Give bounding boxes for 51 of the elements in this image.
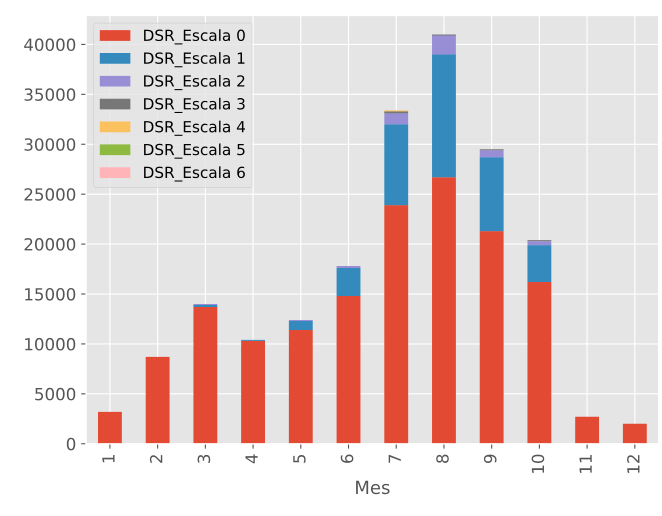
bar bbox=[288, 320, 313, 330]
bar bbox=[480, 157, 504, 232]
bar bbox=[527, 282, 552, 444]
bar bbox=[432, 177, 456, 444]
x-tick-label: 7 bbox=[388, 454, 401, 463]
x-tick-label: 1 bbox=[102, 455, 115, 462]
y-tick-label: 5000 bbox=[35, 388, 76, 400]
x-axis-title: Mes bbox=[356, 480, 390, 494]
bar bbox=[384, 205, 408, 444]
y-tick-label: 10000 bbox=[25, 338, 76, 350]
legend-label: DSR_Escala 6 bbox=[144, 166, 245, 182]
x-tick-label: 3 bbox=[198, 454, 210, 463]
x-tick-label: 6 bbox=[340, 454, 354, 463]
y-tick-label: 0 bbox=[66, 438, 76, 450]
bar bbox=[241, 340, 266, 444]
bar bbox=[432, 54, 456, 178]
bar bbox=[146, 356, 170, 444]
bar bbox=[288, 330, 313, 444]
y-tick-label: 35000 bbox=[24, 88, 76, 101]
bar bbox=[575, 416, 600, 444]
bar bbox=[193, 306, 218, 444]
legend-label: DSR_Escala 1 bbox=[144, 52, 244, 68]
x-tick-label: 4 bbox=[246, 454, 258, 464]
x-tick-label: 12 bbox=[627, 455, 640, 473]
bar bbox=[98, 412, 122, 444]
y-tick-label: 30000 bbox=[24, 138, 76, 151]
bar bbox=[527, 241, 552, 246]
bar bbox=[336, 268, 360, 296]
bar bbox=[480, 231, 504, 444]
bar bbox=[336, 296, 360, 444]
x-tick-label: 9 bbox=[484, 454, 497, 464]
bar bbox=[622, 424, 647, 444]
y-tick-label: 40000 bbox=[24, 38, 76, 51]
bar bbox=[384, 113, 408, 124]
legend-label: DSR_Escala 5 bbox=[144, 143, 245, 159]
bar bbox=[384, 124, 408, 206]
x-tick-label: 5 bbox=[293, 454, 306, 463]
legend-label: DSR_Escala 4 bbox=[144, 120, 246, 136]
bar bbox=[527, 245, 552, 282]
x-tick-label: 11 bbox=[580, 455, 592, 473]
legend-label: DSR_Escala 3 bbox=[144, 98, 245, 113]
legend-label: DSR_Escala 2 bbox=[144, 74, 244, 90]
y-tick-label: 25000 bbox=[24, 188, 76, 201]
x-tick-label: 2 bbox=[150, 455, 162, 463]
bar bbox=[432, 35, 456, 54]
legend-label: DSR_Escala 0 bbox=[144, 29, 245, 44]
bar bbox=[480, 150, 504, 158]
x-tick-label: 8 bbox=[436, 454, 449, 463]
y-tick-label: 15000 bbox=[25, 288, 76, 301]
x-tick-label: 10 bbox=[532, 454, 544, 473]
y-tick-label: 20000 bbox=[24, 238, 76, 251]
